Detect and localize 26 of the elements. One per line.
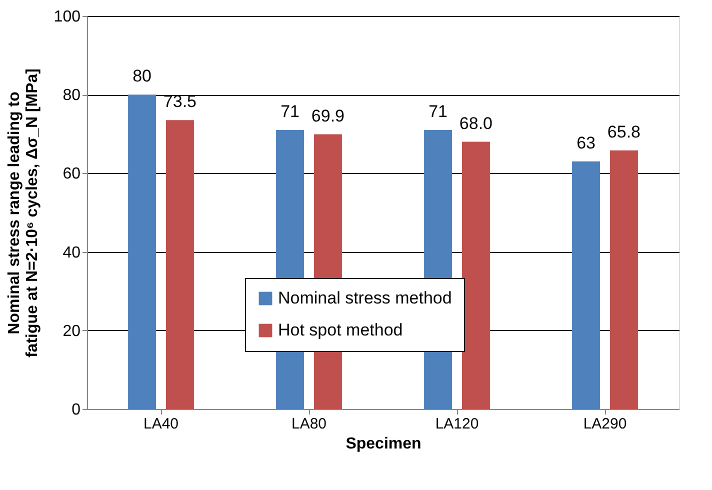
data-label: 63: [576, 133, 596, 152]
x-tick-label: LA40: [143, 416, 179, 432]
x-tick-label: LA120: [435, 416, 479, 432]
y-tick-label: 0: [72, 402, 81, 418]
data-label: 71: [280, 102, 300, 121]
legend-label: Hot spot method: [278, 320, 403, 340]
bar: [610, 150, 638, 409]
x-tick-label: LA80: [291, 416, 327, 432]
legend-label: Nominal stress method: [278, 288, 452, 308]
x-tick-label: LA290: [583, 416, 627, 432]
data-label: 69.9: [311, 106, 345, 126]
x-axis-title: Specimen: [346, 436, 422, 452]
bar: [128, 94, 156, 409]
y-tick-label: 100: [54, 8, 81, 26]
y-tick-label: 60: [62, 166, 81, 183]
y-tick-label: 20: [62, 322, 81, 340]
data-label: 80: [132, 66, 152, 86]
data-label: 71: [428, 102, 448, 121]
bar: [572, 161, 600, 409]
data-label: 65.8: [607, 122, 641, 142]
y-tick-label: 40: [62, 244, 81, 262]
y-tick-label: 80: [62, 87, 81, 104]
bar: [462, 142, 490, 409]
y-axis-title: Nominal stress range leading to fatigue at N=2·10⁶ cycles, Δσ_N [MPa]: [6, 68, 41, 358]
data-label: 68.0: [459, 114, 493, 133]
bar: [166, 120, 194, 409]
